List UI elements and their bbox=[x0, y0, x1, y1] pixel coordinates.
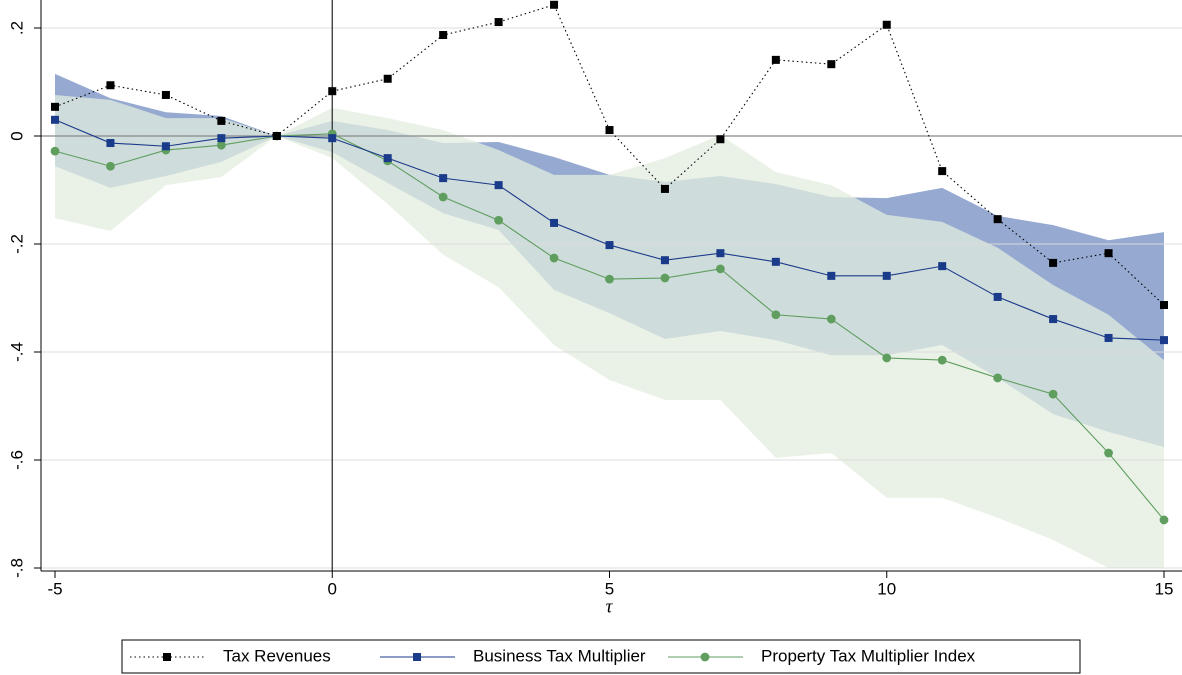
marker bbox=[1049, 258, 1058, 267]
marker bbox=[1048, 389, 1058, 399]
legend-box bbox=[121, 639, 1081, 674]
marker bbox=[716, 135, 725, 144]
marker bbox=[993, 373, 1003, 383]
grid bbox=[41, 0, 1182, 571]
marker bbox=[1104, 448, 1113, 458]
x-tick-label: 0 bbox=[328, 579, 337, 598]
marker bbox=[1049, 315, 1058, 324]
x-tick-label: 10 bbox=[877, 579, 896, 598]
marker bbox=[660, 273, 670, 283]
marker bbox=[716, 249, 725, 258]
marker bbox=[550, 0, 559, 9]
legend-label: Tax Revenues bbox=[223, 646, 331, 665]
marker bbox=[937, 355, 947, 365]
marker bbox=[163, 653, 171, 661]
marker bbox=[1160, 301, 1168, 310]
marker bbox=[549, 253, 559, 263]
marker bbox=[413, 653, 421, 661]
marker bbox=[550, 218, 559, 227]
y-tick-label: -.6 bbox=[7, 450, 26, 470]
marker bbox=[882, 353, 892, 363]
legend-label: Business Tax Multiplier bbox=[473, 646, 646, 665]
y-tick-label: -.8 bbox=[7, 558, 26, 578]
marker bbox=[51, 115, 59, 124]
marker bbox=[328, 87, 337, 96]
marker bbox=[328, 134, 337, 143]
marker bbox=[660, 256, 669, 265]
y-tick-label: .2 bbox=[7, 21, 26, 35]
marker bbox=[993, 215, 1002, 224]
marker bbox=[882, 20, 891, 29]
marker bbox=[494, 18, 503, 27]
marker bbox=[771, 55, 780, 64]
marker bbox=[1104, 249, 1113, 258]
legend: Tax Revenues Business Tax Multiplier Prope… bbox=[130, 646, 976, 665]
marker bbox=[993, 292, 1002, 301]
marker bbox=[660, 184, 669, 193]
marker bbox=[494, 215, 503, 225]
lines bbox=[50, 0, 1169, 525]
y-tick-label: 0 bbox=[7, 131, 26, 140]
marker bbox=[605, 274, 614, 284]
marker bbox=[383, 74, 392, 83]
x-tick-label: 15 bbox=[1155, 579, 1174, 598]
axes: .2 0 -.2 -.4 -.6 -.8 -5 0 5 10 15 bbox=[7, 0, 1182, 598]
marker bbox=[1104, 333, 1113, 342]
marker bbox=[216, 140, 226, 150]
marker bbox=[605, 126, 614, 135]
marker bbox=[272, 132, 281, 140]
x-axis-label: τ bbox=[606, 596, 614, 617]
marker bbox=[827, 60, 836, 69]
marker bbox=[106, 139, 115, 148]
marker bbox=[882, 271, 891, 280]
marker bbox=[106, 81, 115, 90]
marker bbox=[161, 90, 170, 99]
marker bbox=[50, 146, 60, 156]
marker bbox=[51, 102, 59, 111]
marker bbox=[383, 154, 392, 163]
marker bbox=[938, 262, 947, 271]
marker bbox=[439, 174, 448, 183]
x-tick-label: 5 bbox=[605, 579, 614, 598]
marker bbox=[217, 116, 226, 125]
y-tick-label: -.4 bbox=[7, 342, 26, 362]
marker bbox=[826, 314, 836, 324]
y-tick-label: -.2 bbox=[7, 234, 26, 254]
marker bbox=[827, 271, 836, 280]
marker bbox=[700, 652, 710, 662]
marker bbox=[771, 257, 780, 266]
marker bbox=[1160, 336, 1168, 345]
marker bbox=[605, 241, 614, 250]
marker bbox=[494, 181, 503, 190]
marker bbox=[716, 264, 725, 274]
marker bbox=[161, 142, 170, 151]
marker bbox=[439, 31, 448, 40]
marker bbox=[106, 161, 115, 171]
confidence-band bbox=[55, 94, 1164, 569]
x-tick-label: -5 bbox=[47, 579, 62, 598]
marker bbox=[938, 167, 947, 176]
marker bbox=[438, 192, 448, 202]
marker bbox=[217, 134, 226, 143]
marker bbox=[771, 310, 781, 320]
legend-label: Property Tax Multiplier Index bbox=[761, 646, 976, 665]
marker bbox=[1159, 515, 1169, 525]
